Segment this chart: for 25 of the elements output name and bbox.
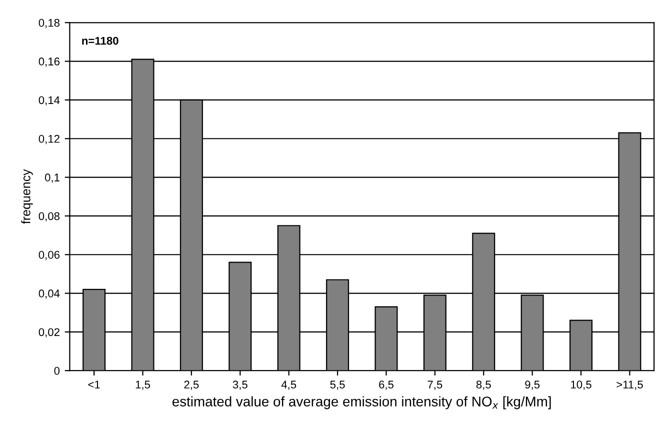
x-tick-label: 6,5 [379, 380, 394, 390]
x-tick-label: 10,5 [571, 380, 592, 390]
y-tick-label: 0,16 [38, 58, 60, 67]
x-tick-label: 4,5 [281, 380, 296, 390]
y-tick-label: 0 [54, 366, 60, 375]
y-tick-label: 0,14 [38, 96, 60, 106]
x-axis-title: estimated value of average emission intensity of NO$_{x}$ [kg/Mm] [172, 396, 551, 410]
y-tick-label: 0,04 [38, 290, 60, 299]
y-tick-label: 0,08 [38, 212, 60, 222]
y-tick-label: 0,06 [38, 250, 60, 260]
x-tick-label: 3,5 [232, 380, 248, 390]
x-tick-label: >11,5 [616, 380, 643, 390]
y-tick-label: 0,18 [38, 18, 60, 28]
x-tick-label: 8,5 [476, 380, 491, 390]
y-axis-title: frequency [21, 169, 33, 224]
x-tick-label: 9,5 [525, 380, 540, 390]
x-tick-label: <1 [88, 380, 100, 388]
x-tick-label: 1,5 [136, 380, 150, 390]
y-tick-label: 0,1 [44, 174, 60, 183]
x-tick-label: 7,5 [428, 380, 442, 390]
annotation: n=1180 [82, 36, 118, 45]
y-tick-label: 0,02 [38, 328, 60, 338]
x-tick-label: 2,5 [184, 380, 199, 390]
y-tick-label: 0,12 [38, 134, 60, 144]
x-tick-label: 5,5 [330, 380, 345, 390]
